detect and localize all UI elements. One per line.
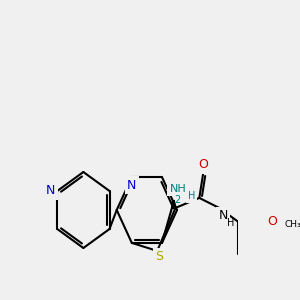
Text: 2: 2 [175, 195, 181, 205]
Text: N: N [127, 178, 136, 192]
Text: N: N [218, 209, 228, 222]
Text: H: H [226, 218, 234, 228]
Text: H: H [188, 191, 195, 201]
Text: CH₃: CH₃ [284, 220, 300, 230]
Text: NH: NH [169, 184, 186, 194]
Text: O: O [198, 158, 208, 171]
Text: S: S [155, 250, 163, 263]
Text: O: O [268, 215, 278, 228]
Text: N: N [46, 184, 56, 197]
